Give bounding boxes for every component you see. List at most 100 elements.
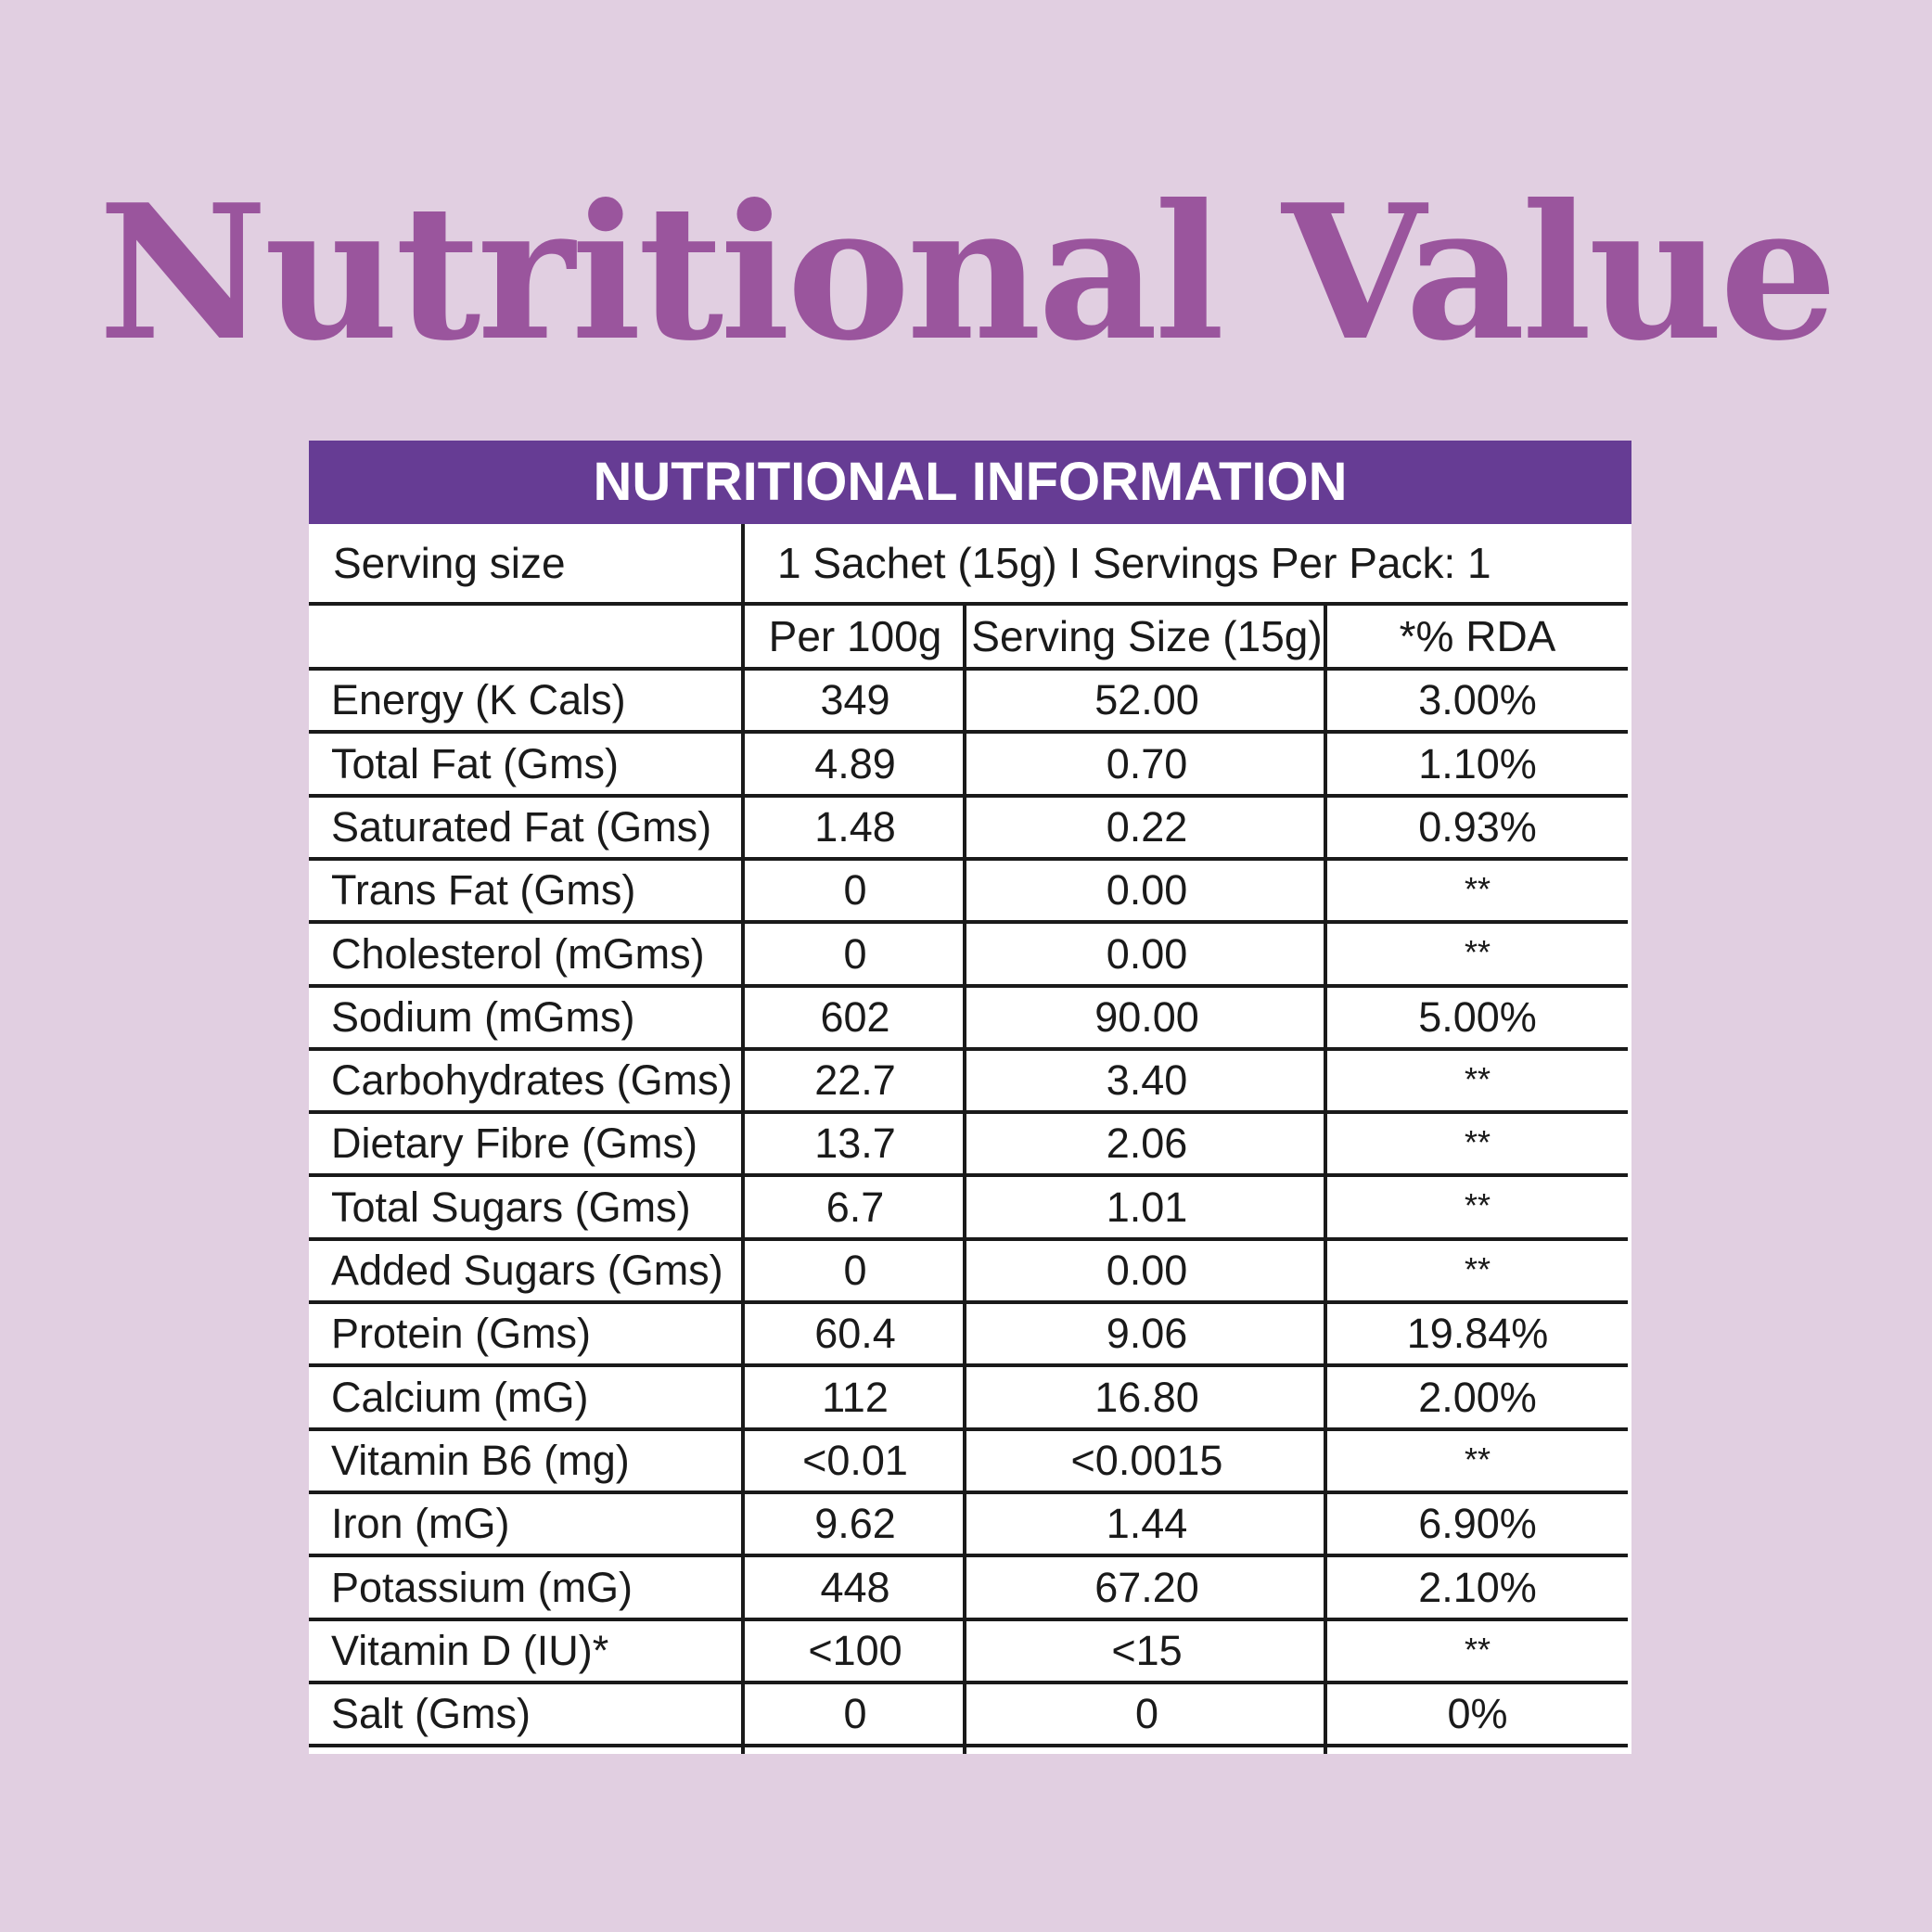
table-row: Energy (K Cals) 349 52.00 3.00% — [309, 671, 1628, 730]
nutrient-name: Dietary Fibre (Gms) — [331, 1120, 698, 1167]
serving-value: 1.01 — [1106, 1183, 1188, 1231]
table-row: Vitamin D (IU)* <100 <15 ** — [309, 1621, 1628, 1681]
per-100g-value: <0.01 — [802, 1437, 908, 1484]
per-100g-value: 22.7 — [814, 1056, 896, 1104]
nutrient-name: Vitamin D (IU)* — [331, 1627, 609, 1674]
rda-value: ** — [1464, 933, 1491, 971]
row-divider — [309, 1110, 1628, 1114]
serving-value: 3.40 — [1106, 1056, 1188, 1104]
column-header-serving-size: Serving Size (15g) — [971, 612, 1323, 660]
table-row: Vitamin B6 (mg) <0.01 <0.0015 ** — [309, 1431, 1628, 1491]
nutrient-name: Total Sugars (Gms) — [331, 1183, 691, 1231]
serving-value: <0.0015 — [1070, 1437, 1223, 1484]
row-divider — [309, 920, 1628, 924]
serving-value: 16.80 — [1094, 1373, 1199, 1421]
rda-value: 6.90% — [1418, 1500, 1537, 1547]
nutrient-name: Vitamin B6 (mg) — [331, 1437, 630, 1484]
serving-value: <15 — [1111, 1627, 1183, 1674]
nutrient-name: Salt (Gms) — [331, 1690, 531, 1737]
serving-value: 0.00 — [1106, 929, 1188, 978]
table-row: Total Sugars (Gms) 6.7 1.01 ** — [309, 1177, 1628, 1237]
nutrient-name: Trans Fat (Gms) — [331, 866, 636, 914]
row-divider — [309, 1618, 1628, 1621]
per-100g-value: 0 — [843, 866, 867, 914]
divider-name-column — [741, 524, 745, 1754]
table-row: Total Fat (Gms) 4.89 0.70 1.10% — [309, 734, 1628, 794]
rda-value: ** — [1464, 1631, 1491, 1669]
serving-value: 0.70 — [1106, 739, 1188, 787]
table-row: Salt (Gms) 0 0 0% — [309, 1684, 1628, 1744]
row-divider — [309, 857, 1628, 861]
nutrient-name: Iron (mG) — [331, 1500, 510, 1547]
row-divider — [309, 1237, 1628, 1241]
row-divider — [309, 1491, 1628, 1494]
table-row: Carbohydrates (Gms) 22.7 3.40 ** — [309, 1051, 1628, 1110]
per-100g-value: 448 — [820, 1563, 890, 1611]
table-row: Iron (mG) 9.62 1.44 6.90% — [309, 1494, 1628, 1554]
table-row: Cholesterol (mGms) 0 0.00 ** — [309, 924, 1628, 984]
nutrient-name: Energy (K Cals) — [331, 676, 626, 723]
table-row: Added Sugars (Gms) 0 0.00 ** — [309, 1241, 1628, 1300]
rda-value: ** — [1464, 1123, 1491, 1161]
column-header-row: Per 100g Serving Size (15g) *% RDA — [309, 606, 1628, 667]
nutrient-name: Potassium (mG) — [331, 1563, 633, 1611]
per-100g-value: 4.89 — [814, 739, 896, 787]
per-100g-value: 349 — [820, 676, 890, 723]
per-100g-value: 60.4 — [814, 1310, 896, 1357]
rda-value: 0.93% — [1418, 803, 1537, 851]
row-divider — [309, 1554, 1628, 1557]
rda-value: ** — [1464, 1250, 1491, 1288]
table-row: Dietary Fibre (Gms) 13.7 2.06 ** — [309, 1114, 1628, 1173]
per-100g-value: 112 — [822, 1373, 889, 1421]
per-100g-value: 0 — [843, 1690, 867, 1737]
row-divider — [309, 984, 1628, 988]
rda-value: 2.10% — [1418, 1563, 1537, 1611]
row-divider — [309, 730, 1628, 734]
row-divider — [309, 1363, 1628, 1367]
per-100g-value: <100 — [808, 1627, 902, 1674]
nutrient-name: Sodium (mGms) — [331, 993, 635, 1041]
row-divider — [309, 1300, 1628, 1304]
nutrient-name: Total Fat (Gms) — [331, 739, 620, 787]
row-divider — [309, 1744, 1628, 1747]
column-header-per-100g: Per 100g — [768, 612, 942, 660]
serving-value: 1.44 — [1106, 1500, 1188, 1547]
rda-value: 1.10% — [1418, 739, 1537, 787]
nutrient-name: Cholesterol (mGms) — [331, 929, 705, 978]
column-header-rda: *% RDA — [1399, 612, 1556, 660]
row-divider — [309, 794, 1628, 798]
per-100g-value: 1.48 — [814, 803, 896, 851]
row-divider — [309, 1047, 1628, 1051]
per-100g-value: 0 — [843, 929, 867, 978]
rda-value: 3.00% — [1418, 676, 1537, 723]
rda-value: 19.84% — [1406, 1310, 1549, 1357]
serving-size-value: 1 Sachet (15g) I Servings Per Pack: 1 — [777, 539, 1491, 587]
rda-value: ** — [1464, 1060, 1491, 1098]
divider-under-column-headers — [309, 667, 1628, 671]
rda-value: ** — [1464, 870, 1491, 908]
table-row: Protein (Gms) 60.4 9.06 19.84% — [309, 1304, 1628, 1363]
rda-value: 5.00% — [1418, 993, 1537, 1041]
serving-value: 0.00 — [1106, 866, 1188, 914]
nutrition-table: NUTRITIONAL INFORMATION Serving size 1 S… — [309, 441, 1631, 1754]
table-row: Sodium (mGms) 602 90.00 5.00% — [309, 988, 1628, 1047]
rda-value: 0% — [1447, 1690, 1508, 1737]
table-row: Calcium (mG) 112 16.80 2.00% — [309, 1367, 1628, 1427]
per-100g-value: 602 — [820, 993, 890, 1041]
nutrient-name: Calcium (mG) — [331, 1373, 589, 1421]
nutrient-name: Added Sugars (Gms) — [331, 1247, 723, 1294]
per-100g-value: 13.7 — [814, 1120, 896, 1167]
serving-value: 0.22 — [1106, 803, 1188, 851]
row-divider — [309, 1427, 1628, 1431]
serving-value: 0.00 — [1106, 1247, 1188, 1294]
divider-under-serving-size — [309, 602, 1628, 606]
table-row: Trans Fat (Gms) 0 0.00 ** — [309, 861, 1628, 920]
table-row: Saturated Fat (Gms) 1.48 0.22 0.93% — [309, 798, 1628, 857]
serving-value: 90.00 — [1094, 993, 1199, 1041]
rda-value: 2.00% — [1418, 1373, 1537, 1421]
serving-value: 0 — [1134, 1690, 1159, 1737]
nutrient-name: Saturated Fat (Gms) — [331, 803, 712, 851]
table-header: NUTRITIONAL INFORMATION — [309, 441, 1631, 524]
serving-size-row: Serving size 1 Sachet (15g) I Servings P… — [309, 524, 1628, 602]
page-title: Nutritional Value — [97, 164, 1837, 382]
